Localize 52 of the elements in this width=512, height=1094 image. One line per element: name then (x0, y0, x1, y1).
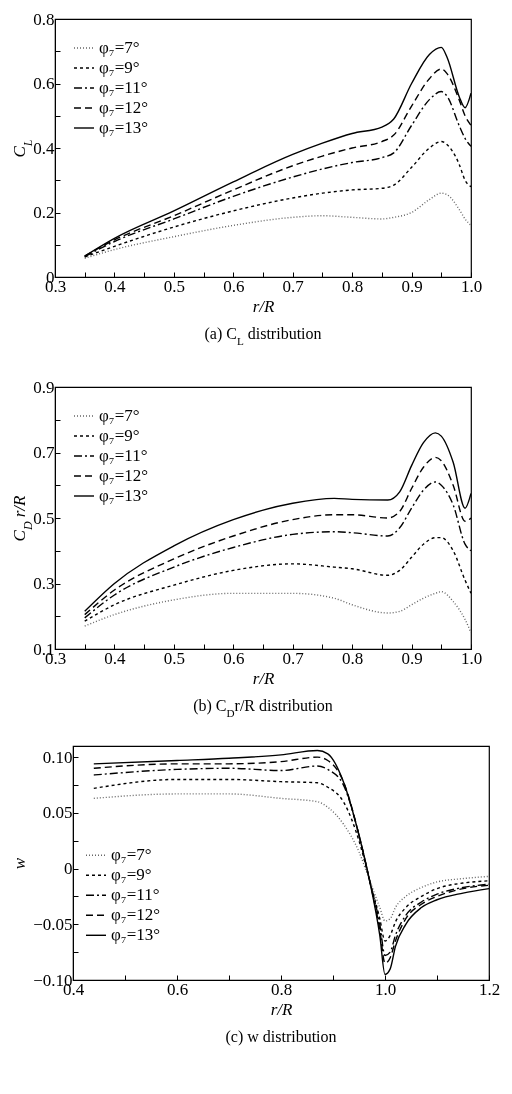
x-tick-label: 0.9 (401, 276, 423, 296)
y-tick-label: 0.9 (33, 377, 55, 397)
y-tick-label: −0.05 (33, 914, 73, 934)
x-tick-label: 0.5 (163, 276, 185, 296)
x-axis-title: r/R (270, 999, 293, 1019)
legend-label: φ₇=7° (99, 38, 140, 57)
legend-label: φ₇=7° (99, 406, 140, 425)
text: (a) C$_{L}$ distribution (204, 325, 322, 347)
legend-label: φ₇=9° (111, 865, 152, 885)
text: (c) w distribution (225, 1028, 337, 1046)
legend-label: φ₇=13° (99, 486, 149, 505)
x-tick-label: 0.7 (282, 648, 305, 668)
text: (b) C$_{D}$r/R distribution (193, 697, 333, 719)
legend-label: φ₇=12° (111, 905, 161, 925)
x-tick-label: 0.5 (163, 648, 185, 668)
y-tick-label: 0.6 (33, 74, 55, 93)
y-tick-label: 0.2 (33, 203, 55, 222)
x-tick-label: 0.7 (282, 276, 305, 296)
legend-label: φ₇=11° (99, 78, 148, 97)
x-tick-label: 1.2 (478, 979, 501, 999)
legend-label: φ₇=13° (99, 118, 149, 137)
legend-label: φ₇=9° (99, 426, 140, 445)
x-tick-label: 0.6 (223, 276, 245, 296)
x-axis-title: r/R (252, 668, 275, 688)
x-tick-label: 0.6 (223, 648, 245, 668)
y-axis-title: w (10, 857, 30, 870)
y-tick-label: 0.05 (42, 803, 73, 823)
y-tick-label: 0 (64, 859, 73, 879)
x-axis-title: r/R (252, 296, 275, 316)
x-tick-label: 0.8 (342, 276, 364, 296)
legend-label: φ₇=12° (99, 98, 149, 117)
x-tick-label: 0.4 (104, 648, 127, 668)
y-tick-label: 0.5 (33, 508, 55, 528)
x-tick-label: 0.8 (342, 648, 364, 668)
x-tick-label: 1.0 (374, 979, 397, 999)
legend-label: φ₇=11° (111, 885, 160, 905)
legend-label: φ₇=7° (111, 845, 152, 865)
x-tick-label: 0.8 (270, 979, 293, 999)
legend-label: φ₇=9° (99, 58, 140, 77)
x-tick-label: 0.4 (104, 276, 127, 296)
x-tick-label: 1.0 (460, 276, 483, 296)
legend-label: φ₇=12° (99, 466, 149, 485)
y-tick-label: 0.10 (42, 747, 73, 767)
y-tick-label: 0.3 (33, 574, 55, 593)
y-tick-label: 0.7 (33, 443, 55, 462)
legend-label: φ₇=13° (111, 925, 161, 945)
x-tick-label: 1.0 (460, 648, 483, 668)
x-tick-label: 0.9 (401, 648, 423, 668)
y-tick-label: 0.8 (33, 9, 55, 29)
legend-label: φ₇=11° (99, 446, 148, 465)
x-tick-label: 0.6 (166, 979, 189, 999)
y-tick-label: 0.4 (33, 138, 55, 158)
